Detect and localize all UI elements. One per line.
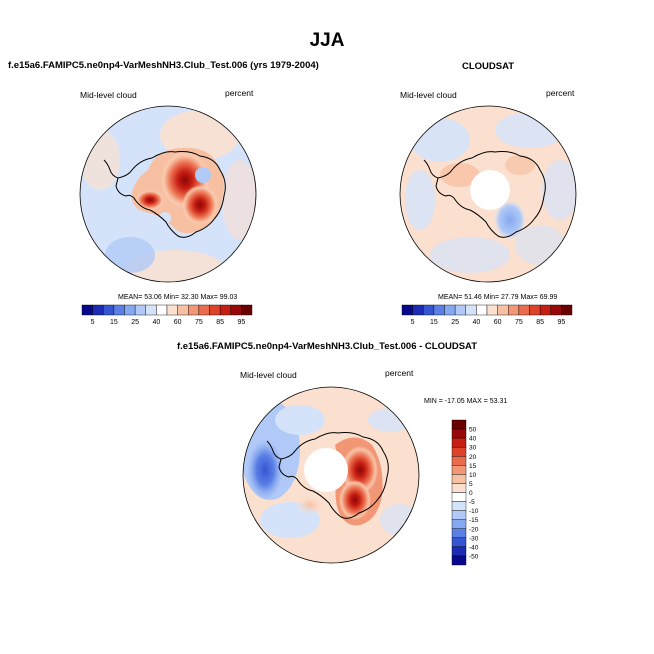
diff-minmax-text: MIN = -17.05 MAX = 53.31 xyxy=(424,398,508,405)
test-variable-label: Mid-level cloud xyxy=(80,90,137,100)
obs-colorbar-swatch xyxy=(412,304,424,316)
diff-colorbar-label: 5 xyxy=(469,481,473,488)
diff-colorbar-swatch xyxy=(451,528,467,539)
diff-colorbar-label: 20 xyxy=(469,454,477,461)
obs-colorbar-label: 40 xyxy=(472,319,480,326)
diff-colorbar-label: -15 xyxy=(469,517,479,524)
obs-colorbar-swatch xyxy=(465,304,477,316)
obs-variable-label: Mid-level cloud xyxy=(400,90,457,100)
diff-colorbar-swatch xyxy=(451,446,467,457)
diff-units-label: percent xyxy=(385,368,414,378)
test-colorbar-swatch xyxy=(134,304,146,316)
test-colorbar-swatch xyxy=(198,304,210,316)
diff-colorbar-label: -5 xyxy=(469,499,475,506)
test-colorbar-swatch xyxy=(81,304,93,316)
test-colorbar-swatch xyxy=(145,304,157,316)
obs-colorbar-label: 25 xyxy=(451,319,459,326)
test-colorbar-label: 75 xyxy=(195,319,203,326)
obs-colorbar-swatch xyxy=(508,304,520,316)
obs-colorbar-swatch xyxy=(497,304,509,316)
obs-colorbar-swatch xyxy=(539,304,551,316)
obs-colorbar-swatch xyxy=(454,304,466,316)
diff-colorbar-swatch xyxy=(451,546,467,557)
obs-colorbar-label: 15 xyxy=(430,319,438,326)
diff-colorbar-label: 15 xyxy=(469,463,477,470)
diff-colorbar-label: 10 xyxy=(469,472,477,479)
test-colorbar-label: 60 xyxy=(174,319,182,326)
test-colorbar: 5 15 25 40 60 75 85 95 xyxy=(81,304,253,326)
test-colorbar-label: 95 xyxy=(237,319,245,326)
test-colorbar-swatch xyxy=(124,304,136,316)
diff-variable-label: Mid-level cloud xyxy=(240,370,297,380)
obs-colorbar-label: 75 xyxy=(515,319,523,326)
obs-stats-text: MEAN= 51.46 Min= 27.79 Max= 69.99 xyxy=(438,294,558,301)
diff-map xyxy=(242,386,420,564)
obs-colorbar-label: 85 xyxy=(536,319,544,326)
obs-colorbar-swatch xyxy=(518,304,530,316)
diff-colorbar-swatch xyxy=(451,537,467,548)
diff-colorbar-label: -30 xyxy=(469,535,479,542)
diff-colorbar-swatch xyxy=(451,474,467,484)
diff-colorbar-label: 40 xyxy=(469,436,477,443)
diff-colorbar-swatch xyxy=(451,555,467,566)
page-title: JJA xyxy=(309,30,345,51)
test-colorbar-swatch xyxy=(230,304,242,316)
test-colorbar-label: 5 xyxy=(91,319,95,326)
diff-colorbar-swatch xyxy=(451,510,467,520)
obs-colorbar-swatch xyxy=(550,304,562,316)
diff-colorbar-swatch xyxy=(451,419,467,430)
test-colorbar-label: 40 xyxy=(152,319,160,326)
diff-colorbar-label: -40 xyxy=(469,544,479,551)
diff-colorbar-swatch xyxy=(451,428,467,439)
obs-colorbar-swatch xyxy=(561,304,573,316)
diff-colorbar-label: -20 xyxy=(469,526,479,533)
test-colorbar-swatch xyxy=(103,304,115,316)
diff-colorbar-swatch xyxy=(451,501,467,511)
obs-colorbar-swatch xyxy=(423,304,435,316)
obs-colorbar: 5 15 25 40 60 75 85 95 xyxy=(401,304,573,326)
diff-panel-title: f.e15a6.FAMIPC5.ne0np4-VarMeshNH3.Club_T… xyxy=(176,341,478,352)
obs-colorbar-swatch xyxy=(444,304,456,316)
obs-panel-title: CLOUDSAT xyxy=(462,61,515,72)
obs-units-label: percent xyxy=(546,88,575,98)
test-colorbar-label: 85 xyxy=(216,319,224,326)
test-colorbar-swatch xyxy=(92,304,104,316)
test-colorbar-swatch xyxy=(219,304,231,316)
diff-colorbar-label: -10 xyxy=(469,508,479,515)
obs-map xyxy=(399,105,577,283)
diff-colorbar-label: 50 xyxy=(469,427,477,434)
test-colorbar-swatch xyxy=(188,304,200,316)
test-colorbar-label: 25 xyxy=(131,319,139,326)
diff-colorbar-label: 30 xyxy=(469,445,477,452)
diff-colorbar-swatch xyxy=(451,437,467,448)
test-colorbar-swatch xyxy=(241,304,253,316)
diff-colorbar-swatch xyxy=(451,456,467,466)
obs-colorbar-swatch xyxy=(486,304,498,316)
test-colorbar-swatch xyxy=(166,304,178,316)
test-colorbar-swatch xyxy=(113,304,125,316)
test-colorbar-swatch xyxy=(209,304,221,316)
diff-colorbar-swatch xyxy=(451,519,467,529)
test-units-label: percent xyxy=(225,88,254,98)
obs-colorbar-swatch xyxy=(476,304,488,316)
obs-colorbar-swatch xyxy=(401,304,413,316)
obs-colorbar-label: 95 xyxy=(557,319,565,326)
obs-colorbar-label: 5 xyxy=(411,319,415,326)
test-map xyxy=(79,105,257,283)
diff-colorbar-label: -50 xyxy=(469,553,479,560)
diff-colorbar-label: 0 xyxy=(469,490,473,497)
test-panel-title: f.e15a6.FAMIPC5.ne0np4-VarMeshNH3.Club_T… xyxy=(8,60,319,71)
obs-colorbar-label: 60 xyxy=(494,319,502,326)
test-colorbar-label: 15 xyxy=(110,319,118,326)
diff-colorbar-swatch xyxy=(451,483,467,493)
test-stats-text: MEAN= 53.06 Min= 32.30 Max= 99.03 xyxy=(118,294,238,301)
test-colorbar-swatch xyxy=(156,304,168,316)
diff-colorbar-swatch xyxy=(451,465,467,475)
diff-colorbar-swatch xyxy=(451,492,467,502)
test-colorbar-swatch xyxy=(177,304,189,316)
obs-colorbar-swatch xyxy=(433,304,445,316)
obs-colorbar-swatch xyxy=(529,304,541,316)
